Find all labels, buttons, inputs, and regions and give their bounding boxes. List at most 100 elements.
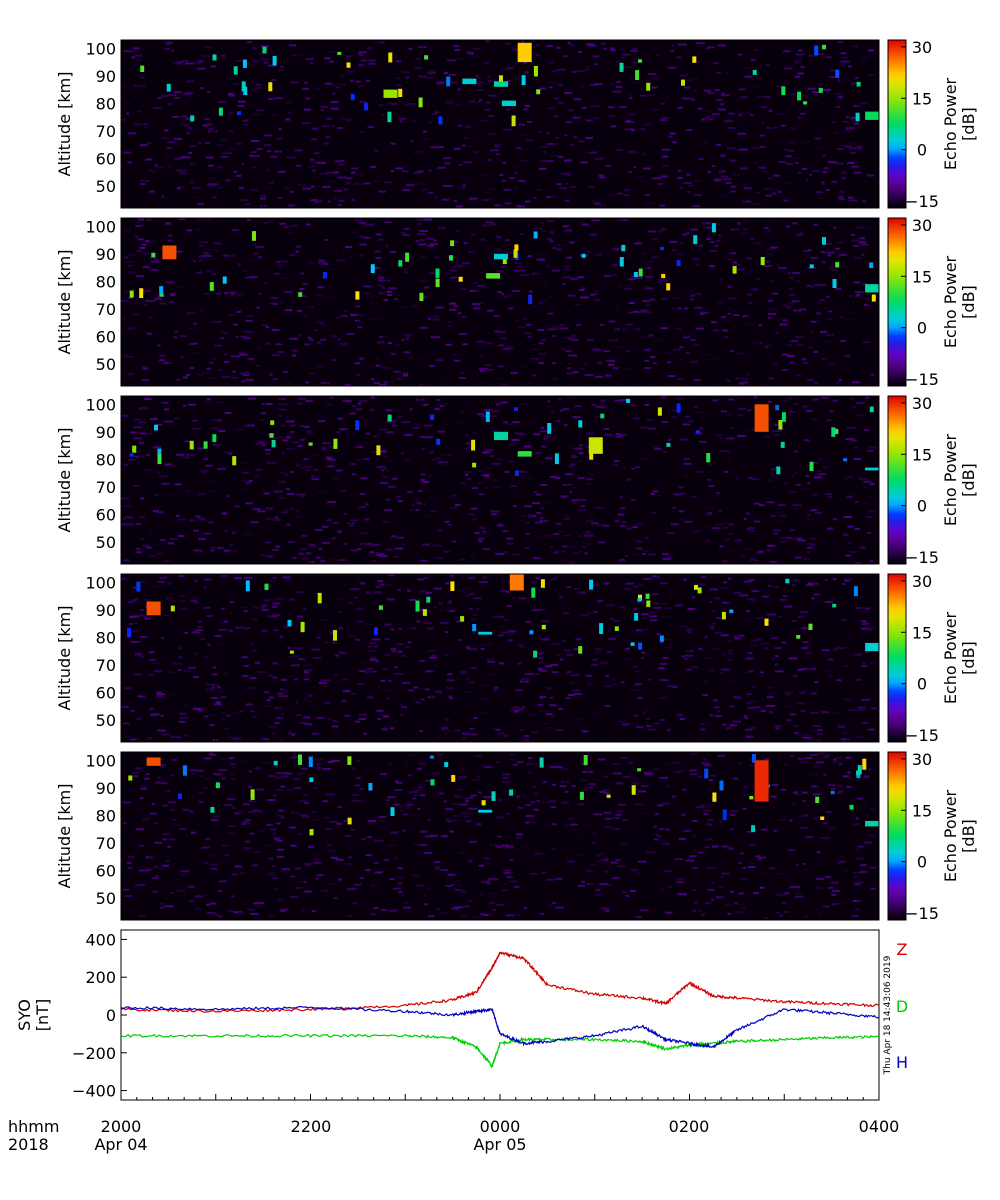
mag-y-label: SYO — [15, 999, 34, 1031]
colorbar-tick-label-1: 15 — [912, 623, 932, 642]
colorbar-label-unit: [dB] — [959, 819, 978, 853]
footer-time-unit: hhmm — [8, 1117, 59, 1136]
colorbar-label-unit: [dB] — [959, 641, 978, 675]
y-tick-label-2: 70 — [96, 300, 116, 319]
colorbar-tick-label-2: 0 — [917, 675, 927, 694]
echo-feature-5 — [865, 111, 880, 120]
colorbar-tick-label-1: 15 — [912, 89, 932, 108]
echo-feature-3 — [501, 100, 516, 107]
y-tick-label-3: 80 — [96, 806, 116, 825]
y-axis-label: Altitude [km] — [55, 606, 74, 711]
y-tick-label-5: 100 — [85, 39, 116, 58]
y-tick-label-0: 50 — [96, 711, 116, 730]
y-tick-label-4: 90 — [96, 779, 116, 798]
y-tick-label-4: 90 — [96, 423, 116, 442]
y-tick-label-3: 80 — [96, 94, 116, 113]
y-tick-label-3: 80 — [96, 272, 116, 291]
colorbar — [887, 751, 907, 921]
echo-feature-2 — [162, 245, 177, 260]
heatmap-noise — [122, 752, 877, 920]
colorbar-tick-label-0: 30 — [912, 38, 932, 57]
colorbar-tick-label-3: −15 — [905, 726, 939, 745]
mag-y-tick-label-1: 200 — [85, 968, 116, 987]
echo-feature-1 — [478, 631, 493, 635]
heatmap-background — [121, 40, 879, 208]
echo-feature-4 — [865, 467, 880, 471]
y-tick-label-1: 60 — [96, 683, 116, 702]
y-tick-label-5: 100 — [85, 217, 116, 236]
colorbar — [887, 573, 907, 743]
heatmap-noise — [121, 574, 877, 742]
colorbar-tick-label-3: −15 — [905, 370, 939, 389]
echo-feature-2 — [494, 81, 508, 87]
heatmap-background — [121, 218, 879, 386]
y-tick-label-0: 50 — [96, 177, 116, 196]
y-axis-label: Altitude [km] — [55, 784, 74, 889]
y-tick-label-3: 80 — [96, 450, 116, 469]
echo-feature-2 — [509, 574, 524, 591]
series-line-H — [120, 1005, 880, 1049]
y-tick-label-1: 60 — [96, 327, 116, 346]
plot-timestamp: Thu Apr 18 14:43:06 2019 — [883, 955, 893, 1075]
echo-feature-2 — [588, 437, 603, 454]
colorbar-tick-label-0: 30 — [912, 750, 932, 769]
echo-feature-0 — [478, 809, 493, 813]
colorbar-tick-label-2: 0 — [917, 497, 927, 516]
mag-y-tick-label-4: −400 — [72, 1082, 116, 1101]
colorbar-tick-label-0: 30 — [912, 216, 932, 235]
x-tick-label-2: 0000 — [480, 1117, 521, 1136]
echo-feature-4 — [517, 42, 532, 63]
x-tick-label-1: 2200 — [291, 1117, 332, 1136]
legend-D: D — [896, 997, 908, 1016]
x-date-label-1: Apr 05 — [473, 1135, 526, 1154]
footer-year: 2018 — [8, 1135, 49, 1154]
heatmap-noise — [122, 40, 875, 208]
echo-feature-2 — [865, 820, 880, 827]
heatmap-noise — [121, 396, 878, 564]
colorbar-tick-label-2: 0 — [917, 319, 927, 338]
heatmap-background — [121, 574, 879, 742]
y-tick-label-3: 80 — [96, 628, 116, 647]
colorbar-label: Echo Power — [941, 255, 960, 348]
echo-feature-0 — [494, 431, 508, 441]
y-tick-label-4: 90 — [96, 67, 116, 86]
echo-power-panel-2: 50 60 70 80 90 100 Altitude [km] 30 15 0 −15 Echo P… — [55, 216, 978, 389]
y-tick-label-1: 60 — [96, 505, 116, 524]
y-tick-label-1: 60 — [96, 861, 116, 880]
y-tick-label-0: 50 — [96, 889, 116, 908]
echo-feature-0 — [486, 273, 501, 279]
colorbar-label: Echo Power — [941, 611, 960, 704]
y-tick-label-0: 50 — [96, 533, 116, 552]
heatmap-noise — [121, 218, 876, 386]
echo-power-panel-4: 50 60 70 80 90 100 Altitude [km] 30 15 0 −15 Echo P… — [55, 572, 978, 745]
colorbar-tick-label-3: −15 — [905, 904, 939, 923]
echo-power-panel-1: 50 60 70 80 90 100 Altitude [km] 30 15 0 −15 Echo P… — [55, 38, 978, 211]
colorbar-tick-label-3: −15 — [905, 192, 939, 211]
y-axis-label: Altitude [km] — [55, 428, 74, 533]
y-tick-label-0: 50 — [96, 355, 116, 374]
x-tick-label-4: 0400 — [859, 1117, 900, 1136]
echo-feature-0 — [383, 89, 398, 98]
colorbar — [887, 217, 907, 387]
colorbar-tick-label-3: −15 — [905, 548, 939, 567]
y-tick-label-1: 60 — [96, 149, 116, 168]
colorbar-label-unit: [dB] — [959, 107, 978, 141]
echo-feature-3 — [754, 404, 769, 432]
series-line-Z — [120, 951, 880, 1013]
y-axis-label: Altitude [km] — [55, 250, 74, 355]
x-date-label-0: Apr 04 — [94, 1135, 147, 1154]
colorbar-tick-label-0: 30 — [912, 394, 932, 413]
y-tick-label-4: 90 — [96, 245, 116, 264]
series-line-D — [120, 1033, 880, 1069]
colorbar — [887, 395, 907, 565]
x-tick-label-0: 2000 — [101, 1117, 142, 1136]
y-tick-label-5: 100 — [85, 395, 116, 414]
colorbar-tick-label-0: 30 — [912, 572, 932, 591]
echo-power-panel-3: 50 60 70 80 90 100 Altitude [km] 30 15 0 −15 Echo P… — [55, 394, 978, 567]
y-axis-label: Altitude [km] — [55, 72, 74, 177]
colorbar-tick-label-2: 0 — [917, 141, 927, 160]
colorbar — [887, 39, 907, 209]
mag-y-tick-label-2: 0 — [106, 1006, 116, 1025]
colorbar-label: Echo Power — [941, 789, 960, 882]
colorbar-label-unit: [dB] — [959, 463, 978, 497]
